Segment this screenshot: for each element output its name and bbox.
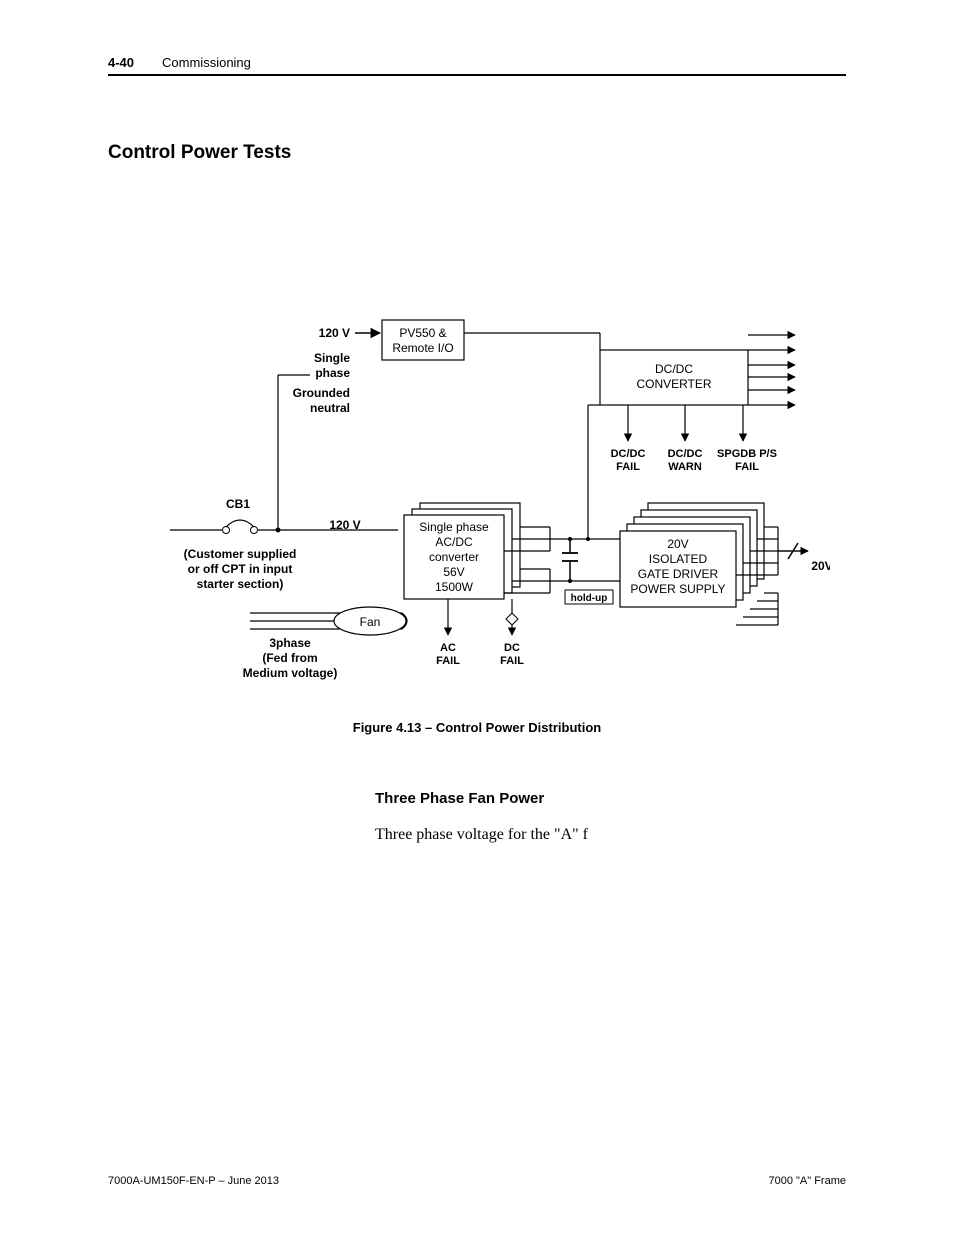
diagram-svg: 120 V Single phase Grounded neutral PV55… — [150, 315, 830, 695]
svg-text:DC/DC: DC/DC — [668, 448, 703, 460]
igdps-l2: ISOLATED — [649, 552, 708, 566]
page-footer: 7000A-UM150F-EN-P – June 2013 7000 "A" F… — [108, 1175, 846, 1187]
label-single: Single — [314, 351, 350, 365]
3phase-l3: Medium voltage) — [243, 666, 338, 680]
footer-left: 7000A-UM150F-EN-P – June 2013 — [108, 1175, 279, 1187]
igdps-l4: POWER SUPPLY — [630, 582, 725, 596]
cb1-sub2: or off CPT in input — [188, 562, 293, 576]
svg-text:FAIL: FAIL — [500, 655, 524, 667]
chapter-name: Commissioning — [162, 55, 251, 70]
page: 4-40 Commissioning Control Power Tests 1… — [0, 0, 954, 1235]
acdc-l3: converter — [429, 550, 479, 564]
pv550-l2: Remote I/O — [392, 341, 453, 355]
svg-text:FAIL: FAIL — [735, 461, 759, 473]
page-header: 4-40 Commissioning — [108, 55, 846, 76]
fan-label: Fan — [360, 615, 381, 629]
label-grounded: Grounded — [293, 386, 350, 400]
label-120v-top: 120 V — [319, 326, 350, 340]
holdup-label: hold-up — [571, 593, 608, 604]
acdc-l2: AC/DC — [435, 535, 473, 549]
out-20v: 20V — [811, 559, 830, 573]
svg-text:WARN: WARN — [668, 461, 702, 473]
footer-right: 7000 "A" Frame — [768, 1175, 846, 1187]
svg-text:SPGDB P/S: SPGDB P/S — [717, 448, 777, 460]
acdc-l1: Single phase — [419, 520, 489, 534]
acdc-l4: 56V — [443, 565, 464, 579]
svg-text:DC: DC — [504, 642, 520, 654]
dcdc-l1: DC/DC — [655, 362, 693, 376]
control-power-diagram: 120 V Single phase Grounded neutral PV55… — [150, 315, 830, 695]
svg-text:FAIL: FAIL — [616, 461, 640, 473]
body-paragraph: Three phase voltage for the "A" f — [375, 826, 588, 844]
3phase-l2: (Fed from — [262, 651, 317, 665]
svg-text:DC/DC: DC/DC — [611, 448, 646, 460]
cb1-label: CB1 — [226, 497, 250, 511]
label-phase: phase — [315, 366, 350, 380]
acdc-l5: 1500W — [435, 580, 474, 594]
3phase-l1: 3phase — [269, 636, 311, 650]
figure-caption: Figure 4.13 – Control Power Distribution — [0, 720, 954, 735]
svg-text:AC: AC — [440, 642, 456, 654]
cb1-volt: 120 V — [329, 518, 360, 532]
svg-text:FAIL: FAIL — [436, 655, 460, 667]
igdps-l1: 20V — [667, 537, 688, 551]
pv550-l1: PV550 & — [399, 326, 446, 340]
section-title: Control Power Tests — [108, 142, 291, 164]
dcdc-l2: CONVERTER — [636, 377, 711, 391]
page-number: 4-40 — [108, 55, 134, 70]
cb1-sub3: starter section) — [197, 577, 284, 591]
igdps-l3: GATE DRIVER — [638, 567, 719, 581]
label-neutral: neutral — [310, 401, 350, 415]
cb1-sub1: (Customer supplied — [184, 547, 297, 561]
subheading-three-phase: Three Phase Fan Power — [375, 790, 544, 807]
